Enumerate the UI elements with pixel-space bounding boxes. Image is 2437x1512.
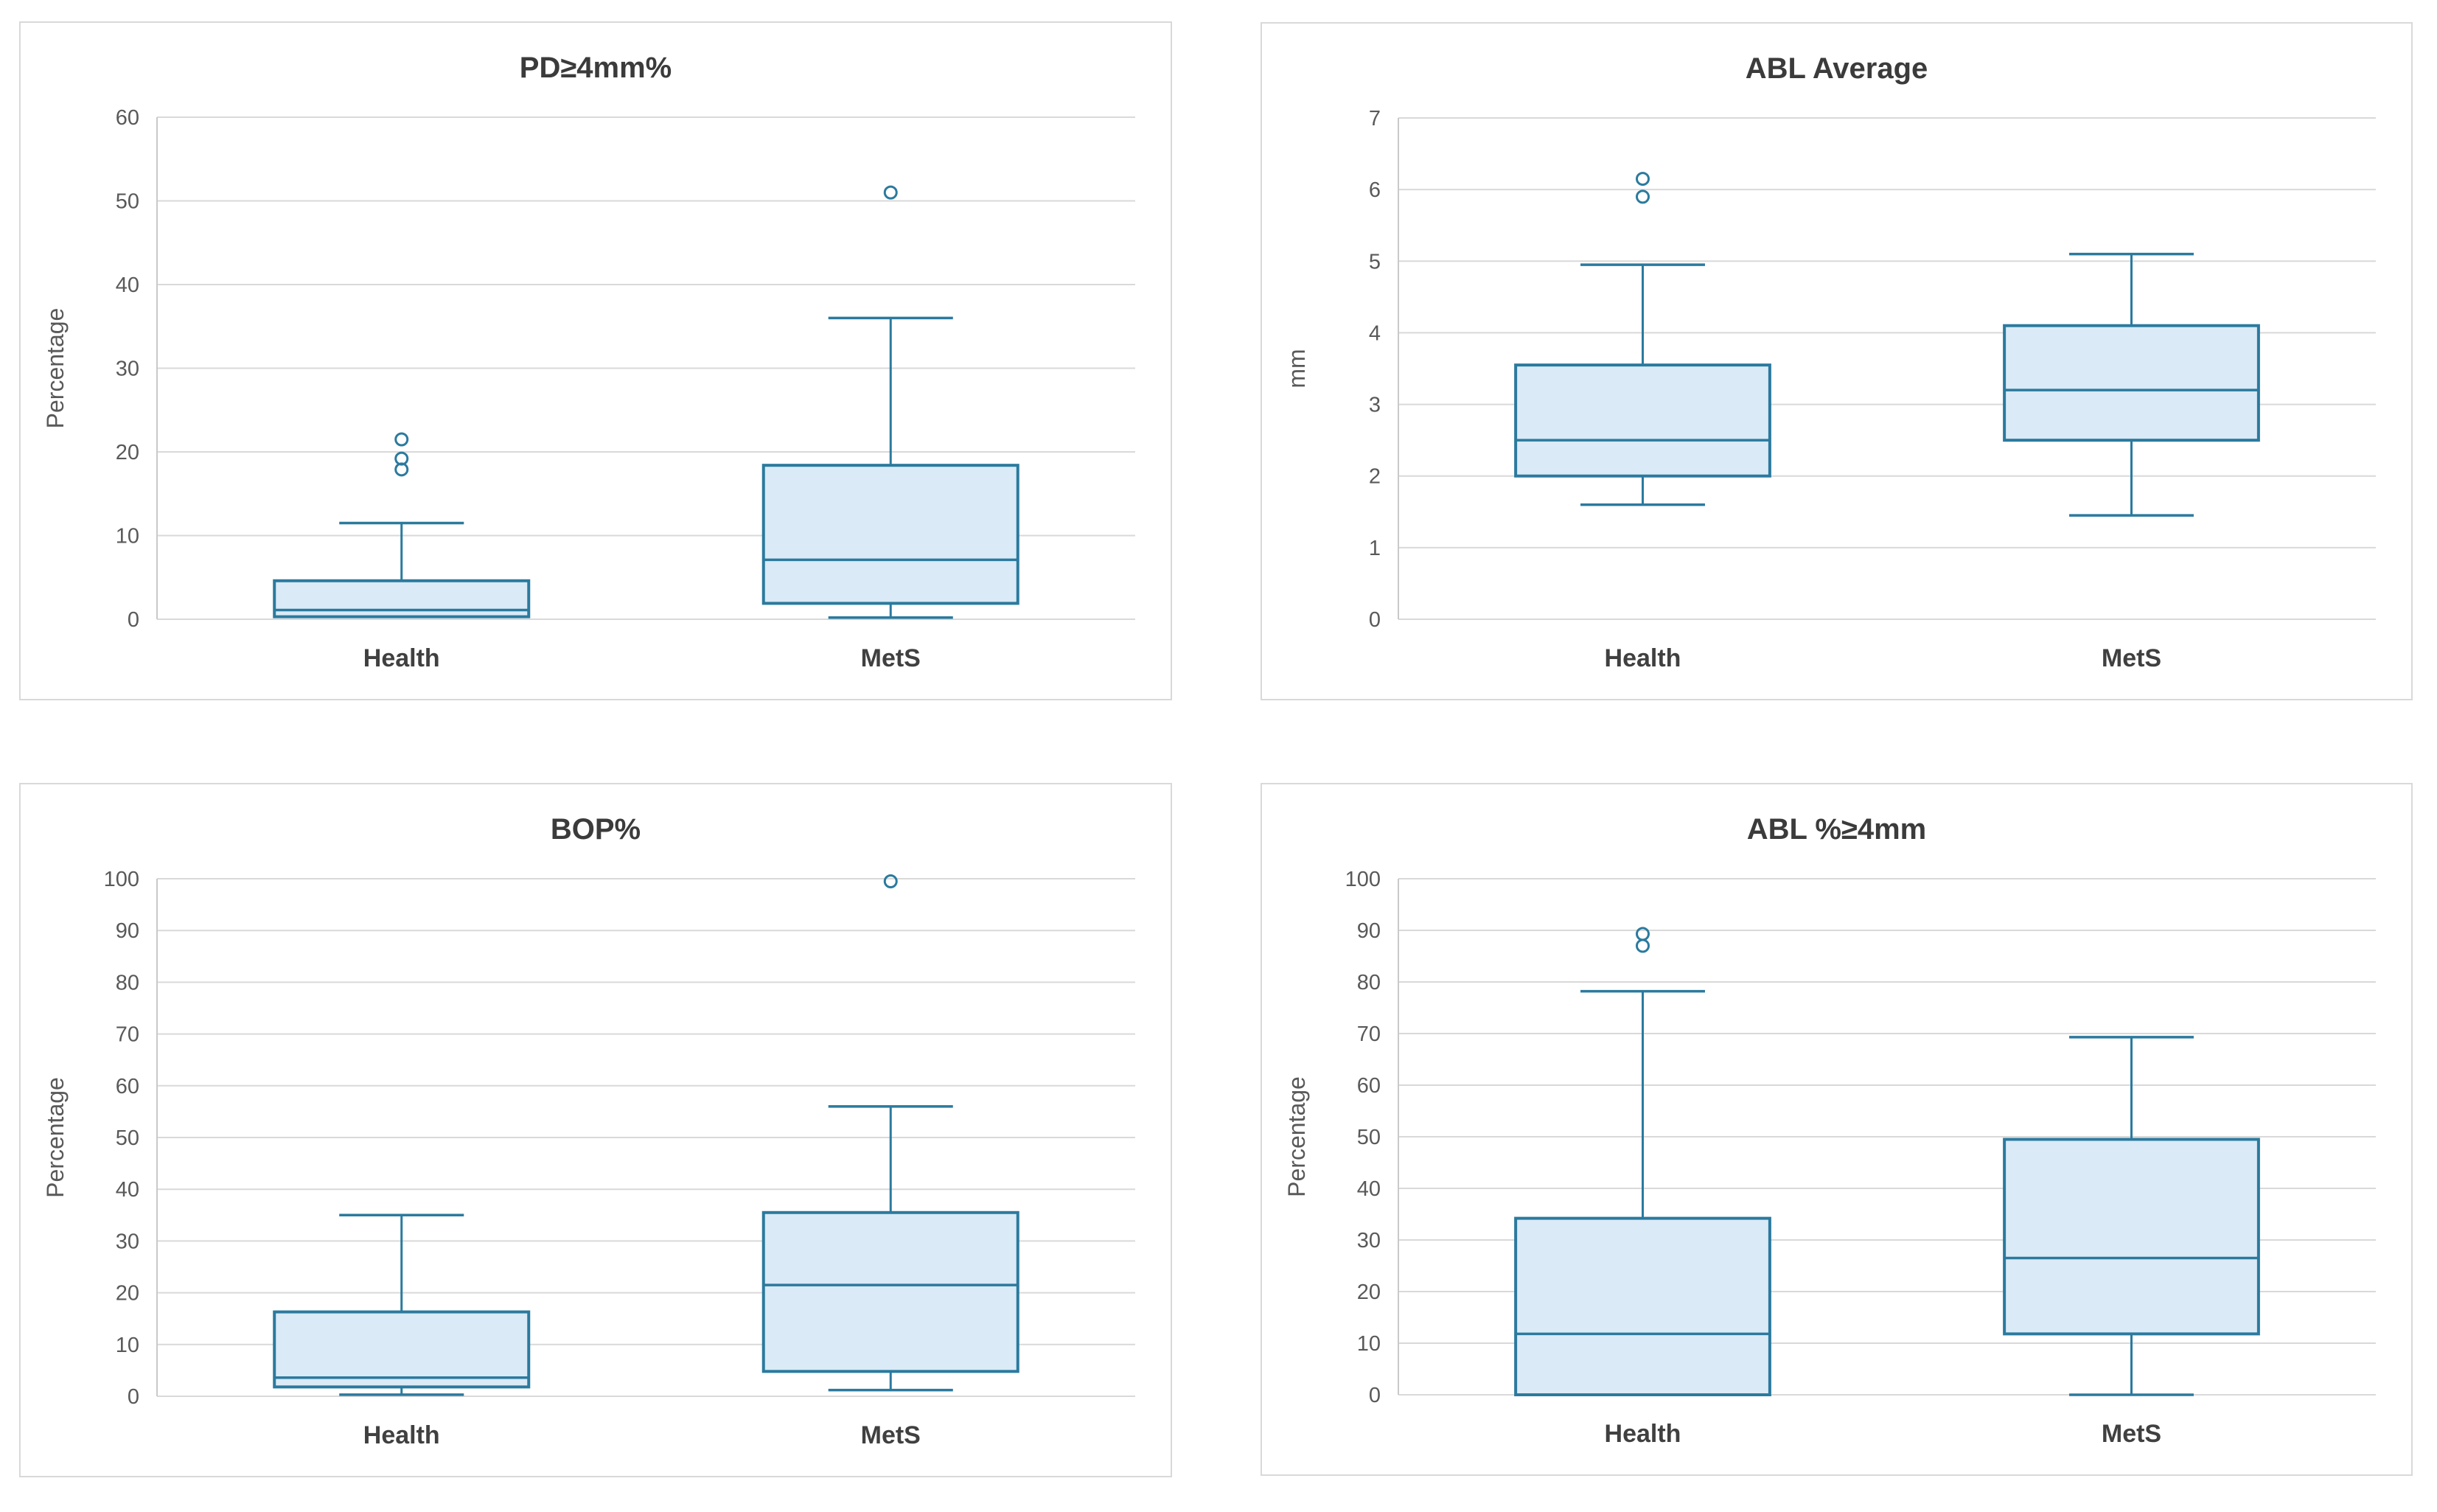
- category-label: MetS: [861, 1421, 921, 1449]
- y-tick-label: 50: [116, 1126, 139, 1150]
- box-plot-canvas: 0 1 2 3 4 5 6 7 mm Health MetS: [1283, 107, 2376, 672]
- chart-panel-abl-average: ABL Average 0 1 2 3 4 5 6 7 mm Health MetS: [1261, 22, 2413, 700]
- iqr-box: [2003, 1138, 2260, 1336]
- iqr-box: [273, 579, 531, 619]
- y-tick-label: 70: [1357, 1022, 1381, 1046]
- iqr-box: [2003, 324, 2260, 442]
- outlier-point: [394, 451, 409, 466]
- box-whisker-group: [2003, 252, 2260, 517]
- y-tick-label: 30: [1357, 1229, 1381, 1253]
- box-plot-canvas: 0 10 20 30 40 50 60 70 80 90 100 Percentage Health Me…: [1283, 868, 2376, 1448]
- category-label: MetS: [2102, 1420, 2161, 1448]
- box-whisker-group: [761, 874, 1019, 1392]
- y-tick-label: 60: [1357, 1074, 1381, 1098]
- outlier-point: [394, 432, 409, 447]
- y-tick-label: 30: [116, 1230, 139, 1253]
- chart-title: ABL Average: [1745, 52, 1928, 85]
- y-axis-title: Percentage: [1283, 1076, 1310, 1197]
- outlier-point: [883, 185, 898, 200]
- iqr-box: [1514, 1216, 1771, 1396]
- y-tick-label: 5: [1369, 250, 1381, 274]
- y-axis-title: Percentage: [42, 1077, 69, 1198]
- category-label: MetS: [2102, 644, 2161, 672]
- y-tick-label: 90: [1357, 919, 1381, 943]
- category-label: Health: [1605, 1420, 1681, 1448]
- y-tick-label: 0: [1369, 608, 1381, 632]
- y-tick-label: 40: [116, 1178, 139, 1202]
- y-tick-label: 100: [1345, 868, 1381, 891]
- chart-panel-pd4mm-pct: PD≥4mm% 0 10 20 30 40 50 60 Percentage Health Met…: [19, 21, 1172, 700]
- box-whisker-group: [761, 185, 1019, 619]
- y-tick-label: 100: [104, 868, 139, 891]
- box-whisker-group: [1514, 172, 1771, 506]
- y-tick-label: 70: [116, 1023, 139, 1047]
- chart-title: ABL %≥4mm: [1746, 813, 1927, 846]
- y-tick-label: 20: [1357, 1281, 1381, 1304]
- outlier-point: [883, 874, 898, 889]
- y-tick-label: 40: [1357, 1177, 1381, 1201]
- chart-title: PD≥4mm%: [519, 52, 672, 84]
- category-label: Health: [1605, 644, 1681, 672]
- y-tick-label: 80: [1357, 971, 1381, 994]
- y-tick-label: 10: [1357, 1332, 1381, 1356]
- y-tick-label: 60: [116, 1075, 139, 1098]
- y-tick-label: 40: [116, 274, 139, 297]
- chart-panel-bop-pct: BOP% 0 10 20 30 40 50 60 70 80 90 100 Percentage Hea…: [19, 783, 1172, 1477]
- category-label: MetS: [861, 644, 921, 672]
- box-whisker-group: [273, 1213, 531, 1396]
- category-label: Health: [363, 644, 440, 672]
- y-tick-label: 50: [1357, 1126, 1381, 1149]
- box-whisker-group: [1514, 927, 1771, 1396]
- y-tick-label: 3: [1369, 394, 1381, 417]
- y-tick-label: 10: [116, 525, 139, 548]
- y-tick-label: 2: [1369, 465, 1381, 489]
- box-plot-canvas: 0 10 20 30 40 50 60 Percentage Health MetS: [42, 106, 1135, 672]
- y-axis-title: mm: [1283, 349, 1310, 388]
- y-tick-label: 20: [116, 441, 139, 464]
- y-tick-label: 4: [1369, 321, 1381, 345]
- box-whisker-group: [2003, 1036, 2260, 1396]
- iqr-box: [761, 464, 1019, 605]
- outlier-point: [1636, 189, 1650, 204]
- y-tick-label: 0: [128, 1385, 139, 1409]
- y-tick-label: 80: [116, 971, 139, 994]
- y-tick-label: 0: [128, 608, 139, 632]
- box-whisker-group: [273, 432, 531, 619]
- y-tick-label: 30: [116, 358, 139, 381]
- outlier-point: [1636, 927, 1650, 941]
- y-tick-label: 90: [116, 919, 139, 943]
- outlier-point: [1636, 172, 1650, 187]
- iqr-box: [1514, 363, 1771, 478]
- y-tick-label: 6: [1369, 178, 1381, 202]
- chart-title: BOP%: [550, 813, 641, 846]
- y-tick-label: 1: [1369, 537, 1381, 560]
- chart-panel-abl-pct-4mm: ABL %≥4mm 0 10 20 30 40 50 60 70 80 90 100 Percenta…: [1261, 783, 2413, 1476]
- y-tick-label: 60: [116, 106, 139, 130]
- y-tick-label: 0: [1369, 1384, 1381, 1407]
- iqr-box: [761, 1210, 1019, 1373]
- y-tick-label: 10: [116, 1334, 139, 1357]
- iqr-box: [273, 1310, 531, 1389]
- category-label: Health: [363, 1421, 440, 1449]
- y-axis-title: Percentage: [42, 308, 69, 429]
- y-tick-label: 20: [116, 1282, 139, 1306]
- box-plot-canvas: 0 10 20 30 40 50 60 70 80 90 100 Percentage Health Me…: [42, 868, 1135, 1449]
- outlier-point: [1636, 938, 1650, 953]
- y-tick-label: 50: [116, 190, 139, 214]
- y-tick-label: 7: [1369, 107, 1381, 130]
